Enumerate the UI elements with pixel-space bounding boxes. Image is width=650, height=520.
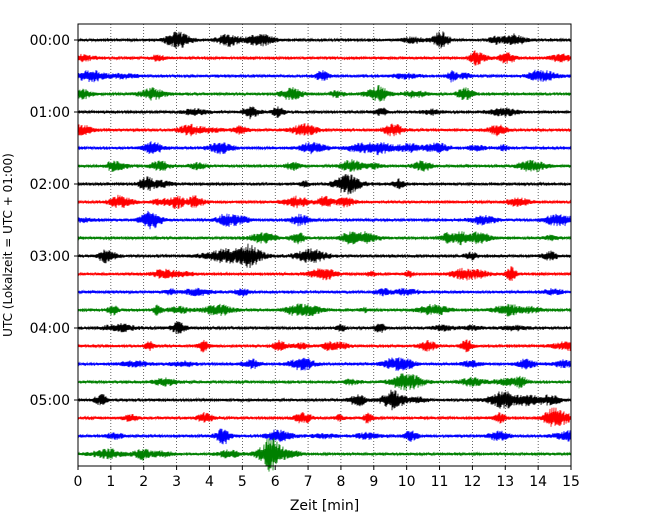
x-tick-label: 6 <box>271 474 280 490</box>
trace-0115 <box>77 123 572 137</box>
trace-0215 <box>77 194 572 210</box>
trace-0500 <box>77 389 572 411</box>
x-tick-label: 1 <box>106 474 115 490</box>
y-tick-label: 05:00 <box>30 393 70 409</box>
trace-0130 <box>77 141 572 156</box>
y-tick-label: 04:00 <box>30 321 70 337</box>
trace-0100 <box>77 106 572 120</box>
x-tick-label: 11 <box>431 474 449 490</box>
x-tick-label: 0 <box>74 474 83 490</box>
plot-frame <box>77 23 572 467</box>
trace-0315 <box>77 266 572 282</box>
trace-0345 <box>77 303 572 317</box>
trace-0530 <box>77 428 572 445</box>
x-tick-label: 2 <box>139 474 148 490</box>
trace-0045 <box>77 84 572 102</box>
x-axis-label: Zeit [min] <box>290 498 359 514</box>
y-tick-label: 03:00 <box>30 249 70 265</box>
trace-0430 <box>77 357 572 372</box>
x-tick-label: 15 <box>562 474 580 490</box>
trace-0015 <box>77 50 572 66</box>
trace-0545 <box>77 438 572 472</box>
x-tick-label: 7 <box>304 474 313 490</box>
y-axis-label: UTC (Lokalzeit = UTC + 01:00) <box>1 153 15 337</box>
trace-group <box>77 31 572 472</box>
trace-0445 <box>77 373 572 391</box>
trace-0145 <box>77 159 572 173</box>
x-axis: 0 1 2 3 4 5 6 7 8 9 10 11 12 13 14 15 <box>74 466 580 490</box>
x-tick-label: 10 <box>398 474 416 490</box>
trace-0300 <box>77 243 572 268</box>
trace-0200 <box>77 173 572 195</box>
x-tick-label: 8 <box>336 474 345 490</box>
x-tick-label: 9 <box>369 474 378 490</box>
x-tick-label: 12 <box>463 474 481 490</box>
x-tick-label: 3 <box>172 474 181 490</box>
trace-0245 <box>77 231 572 246</box>
trace-0230 <box>77 210 572 230</box>
x-tick-label: 5 <box>238 474 247 490</box>
trace-0000 <box>77 31 572 49</box>
y-tick-label: 02:00 <box>30 177 70 193</box>
x-tick-label: 13 <box>496 474 514 490</box>
x-tick-label: 14 <box>529 474 547 490</box>
x-tick-label: 4 <box>205 474 214 490</box>
trace-0415 <box>77 339 572 353</box>
y-tick-label: 01:00 <box>30 105 70 121</box>
y-tick-label: 00:00 <box>30 33 70 49</box>
trace-0400 <box>77 321 572 335</box>
y-axis: 00:00 01:00 02:00 03:00 04:00 05:00 <box>30 33 78 409</box>
trace-0515 <box>77 407 572 427</box>
trace-0330 <box>77 287 572 297</box>
trace-0030 <box>77 69 572 83</box>
